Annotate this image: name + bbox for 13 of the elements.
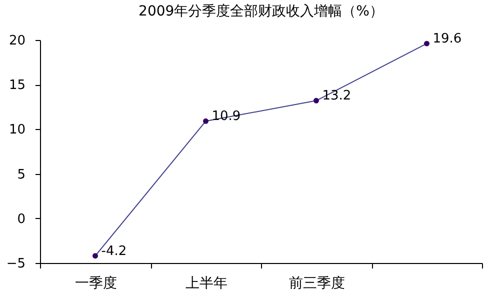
data-label: 13.2 xyxy=(322,88,352,104)
x-tick-label: 前三季度 xyxy=(288,276,345,292)
y-tick-label: 15 xyxy=(8,78,26,94)
y-tick-label: 5 xyxy=(17,167,26,182)
data-label: -4.2 xyxy=(101,244,127,259)
chart-title: 2009年分季度全部财政收入增幅（%） xyxy=(138,4,384,20)
data-label: 19.6 xyxy=(432,32,462,47)
x-tick-label: 一季度 xyxy=(74,276,117,292)
y-tick-label: 0 xyxy=(17,212,26,227)
y-tick-label: 10 xyxy=(8,122,26,138)
y-tick-label: −5 xyxy=(6,256,26,272)
y-tick-label: 20 xyxy=(8,34,26,48)
x-tick-label: 上半年 xyxy=(185,276,228,292)
